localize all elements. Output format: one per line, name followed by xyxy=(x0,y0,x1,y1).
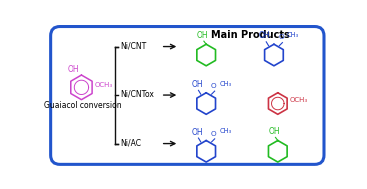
Text: OH: OH xyxy=(191,80,203,89)
Text: OH: OH xyxy=(259,31,270,40)
Text: Ni/CNT: Ni/CNT xyxy=(120,41,146,50)
Text: Ni/CNTox: Ni/CNTox xyxy=(120,90,154,99)
Text: OH: OH xyxy=(68,65,80,74)
Text: CH₃: CH₃ xyxy=(219,128,232,134)
Text: O: O xyxy=(211,83,217,89)
Text: OH: OH xyxy=(268,127,280,136)
Text: OCH₃: OCH₃ xyxy=(289,98,308,103)
Text: Guaiacol conversion: Guaiacol conversion xyxy=(44,101,122,110)
Text: Ni/AC: Ni/AC xyxy=(120,138,141,147)
Text: CH₃: CH₃ xyxy=(219,81,232,87)
Text: Main Products: Main Products xyxy=(211,30,290,40)
FancyBboxPatch shape xyxy=(51,26,324,164)
Text: OCH₃: OCH₃ xyxy=(95,82,113,88)
Text: O: O xyxy=(211,131,217,137)
Text: OH: OH xyxy=(191,128,203,137)
Text: OH: OH xyxy=(196,31,208,40)
Text: CH₃: CH₃ xyxy=(287,32,299,38)
Text: O: O xyxy=(279,34,284,40)
